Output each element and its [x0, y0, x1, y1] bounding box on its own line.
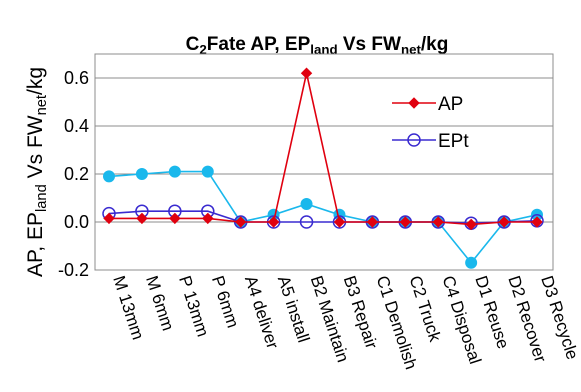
data-point	[498, 216, 510, 228]
data-point	[465, 218, 477, 231]
subscript-text: land	[310, 42, 337, 57]
y-tick-label: -0.2	[58, 260, 89, 280]
data-point	[267, 216, 280, 228]
data-point	[333, 216, 346, 228]
subscript-text: net	[34, 95, 50, 115]
legend-label: EPt	[438, 131, 469, 152]
text-part: /kg	[421, 34, 448, 55]
data-point	[531, 216, 543, 228]
y-tick-label: 0.6	[64, 68, 89, 88]
data-point	[300, 198, 313, 210]
subscript-text: land	[34, 184, 50, 212]
y-tick-label: 0.0	[64, 212, 89, 232]
data-point	[169, 212, 181, 225]
text-part: AP, EP	[24, 212, 47, 277]
data-point	[366, 216, 379, 228]
text-part: Vs FW	[24, 115, 47, 184]
data-point	[201, 165, 214, 178]
y-axis-ticks: -0.2 0.0 0.2 0.4 0.6	[58, 68, 89, 280]
y-axis-label: AP, EPland Vs FWnet/kg	[24, 67, 50, 277]
legend-item-ap: AP	[392, 94, 463, 115]
data-point	[234, 216, 247, 228]
legend-item-ept: EPt	[392, 131, 469, 152]
legend-label: AP	[438, 94, 463, 115]
y-tick-label: 0.4	[64, 116, 89, 136]
data-point	[135, 168, 148, 180]
data-point	[299, 215, 314, 229]
plot-area	[94, 53, 554, 271]
x-tick-label: P 6mm	[208, 273, 243, 330]
y-tick-label: 0.2	[64, 164, 89, 184]
text-part: C	[186, 34, 200, 55]
series-layer	[102, 67, 544, 269]
text-part: Vs FW	[338, 34, 401, 55]
data-point	[432, 216, 444, 228]
subscript-text: net	[401, 42, 422, 57]
text-part: /kg	[24, 67, 47, 95]
data-point	[103, 170, 115, 183]
series-unlabeled	[103, 165, 543, 269]
data-point	[465, 256, 478, 269]
x-tick-label: M 13mm	[109, 273, 148, 342]
data-point	[136, 212, 148, 225]
series-line	[109, 73, 537, 226]
data-point	[300, 67, 313, 79]
series-ap	[103, 67, 543, 231]
x-tick-label: C2 Truck	[406, 273, 445, 344]
text-part: Fate AP, EP	[207, 34, 311, 55]
x-tick-label: P 13mm	[175, 273, 213, 339]
x-tick-label: M 6mm	[142, 273, 178, 333]
data-point	[408, 97, 420, 109]
subscript-text: 2	[199, 42, 206, 57]
data-point	[168, 165, 181, 178]
legend: AP EPt	[392, 94, 469, 152]
data-point	[399, 216, 412, 228]
chart-title: C2Fate AP, EPland Vs FWnet/kg	[186, 34, 449, 57]
data-point	[407, 133, 421, 147]
data-point	[202, 212, 214, 225]
data-point	[103, 212, 115, 225]
